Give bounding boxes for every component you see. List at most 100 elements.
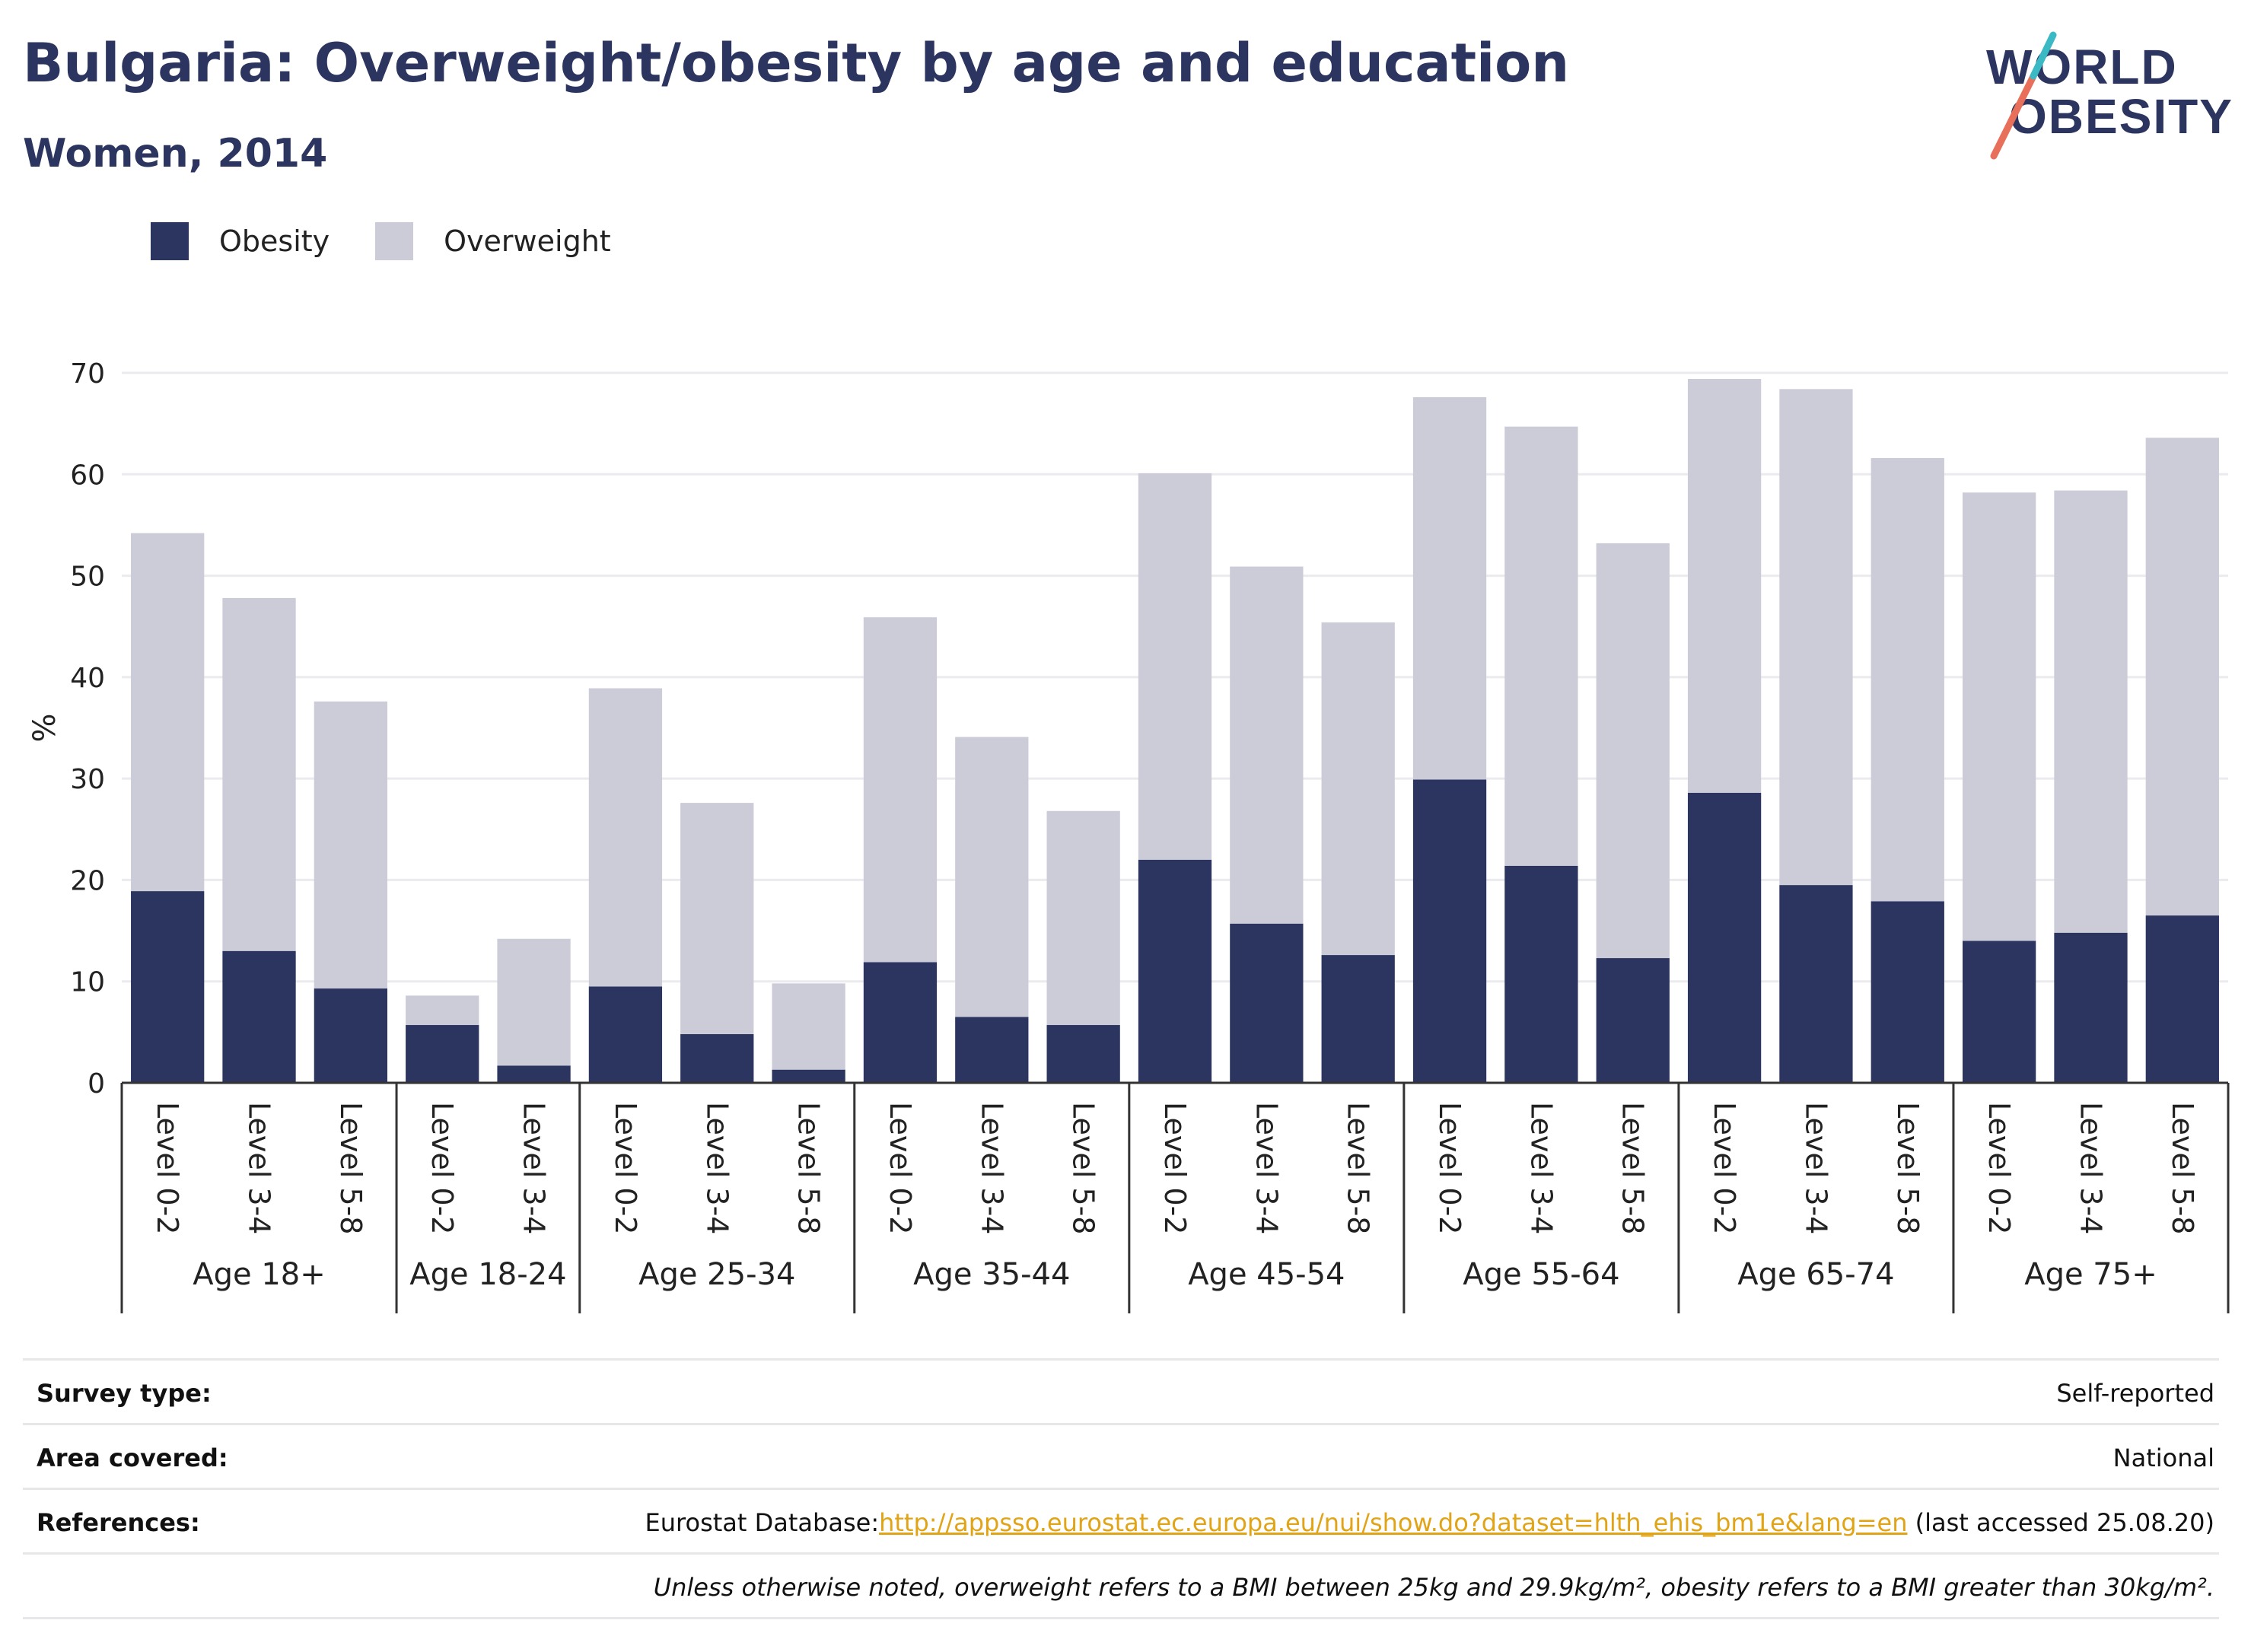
chart-subtitle: Women, 2014 [23,131,328,177]
bar-obesity [497,1065,571,1083]
x-tick-label: Level 0-2 [1158,1102,1192,1234]
bar-overweight [131,533,205,892]
x-tick-label: Level 3-4 [2074,1102,2107,1234]
bar-obesity [131,891,205,1083]
bar-obesity [1138,859,1212,1083]
logo-line1: WORLD [1986,40,2178,94]
group-label: Age 25-34 [638,1257,795,1292]
bar-overweight [680,803,754,1035]
world-obesity-logo: WORLD OBESITY [1979,30,2237,167]
bar-obesity [222,950,296,1083]
x-tick-label: Level 3-4 [1524,1102,1558,1234]
bar-overweight [1596,543,1670,959]
bar-overweight [1230,566,1304,924]
info-label-area-covered: Area covered: [37,1444,228,1472]
bar-overweight [222,597,296,951]
x-tick-label: Level 3-4 [243,1102,276,1234]
y-axis-label: % [27,713,62,742]
stacked-bar-chart: 0 10 20 30 40 50 60 70% Level 0-2 Level 3-4 Level … [27,358,2230,1313]
bar-overweight [955,737,1029,1017]
y-tick-label: 60 [70,460,105,491]
x-tick-label: Level 3-4 [700,1102,734,1234]
info-row-note: Unless otherwise noted, overweight refer… [23,1552,2219,1619]
info-value-survey-type: Self-reported [2056,1379,2214,1408]
x-tick-label: Level 3-4 [975,1102,1008,1234]
bar-obesity [406,1025,479,1083]
bar-overweight [863,617,938,963]
x-tick-label: Level 0-2 [151,1102,184,1234]
bar-obesity [588,986,663,1083]
x-tick-label: Level 0-2 [425,1102,459,1234]
bar-obesity [1321,955,1395,1083]
reference-prefix: Eurostat Database: [645,1508,880,1537]
x-tick-label: Level 0-2 [609,1102,642,1234]
bar-overweight [2054,490,2128,933]
x-tick-label: Level 5-8 [792,1102,826,1234]
bar-overweight [1871,457,1944,902]
y-tick-label: 40 [70,663,105,694]
bar-obesity [1687,792,1762,1083]
legend-label-obesity: Obesity [219,224,330,258]
legend-item-obesity: Obesity [151,222,330,260]
x-tick-label: Level 5-8 [1891,1102,1925,1234]
bar-obesity [314,988,388,1083]
bar-overweight [1779,389,1853,886]
reference-suffix: (last accessed 25.08.20) [1907,1508,2214,1537]
info-value-references: Eurostat Database:http://appsso.eurostat… [645,1508,2214,1537]
x-tick-label: Level 0-2 [1708,1102,1741,1234]
x-tick-label: Level 0-2 [1982,1102,2016,1234]
info-value-area-covered: National [2113,1444,2214,1472]
x-tick-label: Level 5-8 [1067,1102,1100,1234]
x-tick-label: Level 5-8 [2166,1102,2199,1234]
bar-obesity [680,1034,754,1083]
y-tick-label: 20 [70,865,105,896]
legend-item-overweight: Overweight [375,222,611,260]
group-label: Age 65-74 [1737,1257,1894,1292]
x-tick-label: Level 3-4 [1799,1102,1832,1234]
reference-link[interactable]: http://appsso.eurostat.ec.europa.eu/nui/… [879,1508,1908,1537]
bar-overweight [2145,438,2219,916]
y-tick-label: 70 [70,358,105,390]
x-tick-label: Level 5-8 [1616,1102,1650,1234]
x-tick-label: Level 0-2 [1433,1102,1466,1234]
x-tick-label: Level 0-2 [884,1102,917,1234]
bar-overweight [314,701,388,989]
bar-overweight [1962,492,2036,941]
x-tick-label: Level 3-4 [1250,1102,1283,1234]
bar-obesity [1962,941,2036,1083]
chart-title: Bulgaria: Overweight/obesity by age and … [23,32,1570,94]
legend-label-overweight: Overweight [444,224,611,258]
bar-overweight [406,995,479,1026]
bar-overweight [1412,396,1487,780]
bar-obesity [2145,915,2219,1083]
bar-obesity [1871,901,1944,1083]
logo-slash-lower [1990,72,2037,160]
logo-line2: OBESITY [2009,89,2233,144]
bar-overweight [1138,473,1212,860]
y-tick-label: 0 [88,1068,105,1100]
x-tick-label: Level 3-4 [517,1102,551,1234]
bar-obesity [1596,958,1670,1083]
y-tick-label: 50 [70,562,105,593]
bar-obesity [1412,779,1487,1083]
bar-overweight [1687,378,1762,793]
x-tick-label: Level 5-8 [1342,1102,1375,1234]
info-label-references: References: [37,1508,200,1537]
bar-overweight [1504,426,1578,866]
legend: Obesity Overweight [151,222,657,260]
x-tick-label: Level 5-8 [334,1102,368,1234]
info-label-survey-type: Survey type: [37,1379,212,1408]
y-tick-label: 10 [70,967,105,998]
legend-swatch-obesity [151,222,189,260]
bmi-definition-note: Unless otherwise noted, overweight refer… [653,1573,2214,1602]
bar-overweight [1046,810,1120,1026]
y-tick-label: 30 [70,764,105,795]
bar-obesity [863,962,938,1083]
group-label: Age 75+ [2024,1257,2157,1292]
info-row-references: References: Eurostat Database:http://app… [23,1488,2219,1552]
group-label: Age 45-54 [1188,1257,1345,1292]
info-row-survey-type: Survey type: Self-reported [23,1358,2219,1423]
group-label: Age 18+ [193,1257,326,1292]
bar-overweight [497,938,571,1066]
bar-obesity [955,1017,1029,1083]
